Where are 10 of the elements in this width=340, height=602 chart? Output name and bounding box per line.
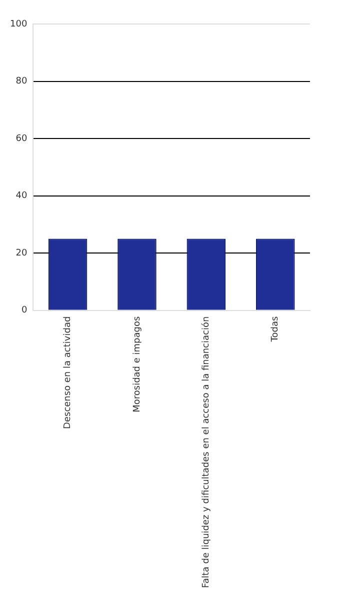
x-tick-label: Falta de liquidez y dificultades en el acceso a la financiación bbox=[200, 316, 212, 588]
x-tick-label: Descenso en la actividad bbox=[63, 316, 74, 429]
x-tick-label: Todas bbox=[270, 316, 281, 343]
y-tick-label: 60 bbox=[16, 134, 28, 144]
x-tick-label: Morosidad e impagos bbox=[132, 316, 142, 412]
y-tick-label: 40 bbox=[16, 191, 28, 202]
y-tick-label: 100 bbox=[10, 19, 28, 30]
y-tick-label: 0 bbox=[21, 306, 28, 316]
y-tick-label: 80 bbox=[16, 76, 28, 87]
y-tick-label: 20 bbox=[16, 248, 28, 258]
